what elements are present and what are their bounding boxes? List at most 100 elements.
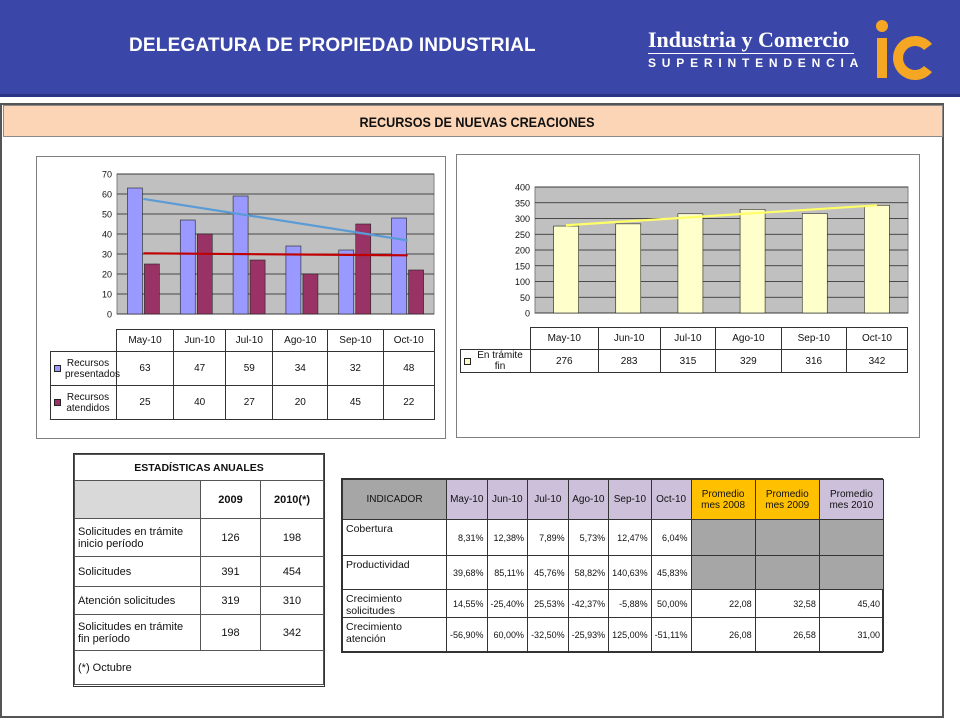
- brand-divider: [648, 53, 854, 54]
- indicator-average-cell: [690, 555, 756, 590]
- brand-subtitle: SUPERINTENDENCIA: [648, 56, 865, 70]
- indicator-column-header: Jun-10: [486, 479, 529, 520]
- bar: [553, 225, 579, 314]
- data-label: 316: [780, 349, 847, 373]
- data-table-corner: [51, 330, 117, 352]
- section-banner: RECURSOS DE NUEVAS CREACIONES: [3, 105, 943, 137]
- indicator-header-label: INDICADOR: [342, 479, 447, 520]
- annual-row-label: Solicitudes en trámite inicio período: [74, 518, 201, 557]
- bar: [739, 209, 766, 314]
- bar: [677, 213, 704, 314]
- x-tick-label: Jul-10: [659, 327, 717, 350]
- bar: [355, 223, 372, 315]
- indicator-average-cell: 31,00: [818, 617, 885, 652]
- data-label: 45: [327, 385, 384, 420]
- indicator-column-header: Sep-10: [608, 479, 652, 520]
- annual-cell: 391: [200, 556, 261, 587]
- indicator-column-header: Promedio mes 2008: [690, 479, 756, 520]
- annual-stats-title: ESTADÍSTICAS ANUALES: [74, 454, 324, 481]
- indicator-cell: -25,40%: [486, 589, 529, 618]
- indicator-average-cell: [754, 555, 820, 590]
- x-tick-label: Ago-10: [715, 327, 782, 350]
- annual-cell: 342: [260, 614, 324, 651]
- data-label: 27: [225, 385, 274, 420]
- annual-row-label: Atención solicitudes: [74, 586, 201, 615]
- trendline: [143, 197, 408, 242]
- sic-logo-icon: [876, 20, 932, 81]
- y-tick-label: 350: [515, 198, 530, 208]
- annual-row-label: Solicitudes: [74, 556, 201, 587]
- x-tick-label: Jul-10: [225, 329, 274, 352]
- data-label: 283: [597, 349, 661, 373]
- y-tick-label: 250: [515, 230, 530, 240]
- indicator-cell: 5,73%: [567, 519, 610, 556]
- indicator-cell: 14,55%: [446, 589, 488, 618]
- annual-cell: 198: [260, 518, 324, 557]
- data-label: 329: [715, 349, 782, 373]
- table-row: Cobertura 8,31% 12,38% 7,89% 5,73% 12,47% 6,04…: [342, 519, 885, 556]
- y-tick-label: 100: [515, 277, 530, 287]
- data-label: 47: [172, 351, 227, 386]
- indicator-column-header: Promedio mes 2010: [818, 479, 885, 520]
- y-tick-label: 400: [515, 183, 530, 193]
- bar: [196, 233, 213, 315]
- chart-tramite-panel: 0 50 100 150 200 250 300 350 400 May-10 Jun-10 Jul…: [456, 154, 920, 438]
- indicator-cell: 39,68%: [446, 555, 488, 590]
- indicator-row-label: Cobertura: [342, 519, 447, 556]
- legend-entry: En trámite fin: [460, 349, 531, 373]
- bar: [408, 269, 424, 315]
- indicator-row-label: Productividad: [342, 555, 447, 590]
- indicator-row-label: Crecimiento solicitudes: [342, 589, 447, 618]
- annual-cell: 310: [260, 586, 324, 615]
- x-tick-label: Jun-10: [172, 329, 227, 352]
- indicator-cell: -56,90%: [446, 617, 488, 652]
- indicator-cell: 8,31%: [446, 519, 488, 556]
- indicator-column-header: May-10: [446, 479, 488, 520]
- y-tick-label: 10: [102, 290, 112, 300]
- indicator-cell: 7,89%: [527, 519, 569, 556]
- data-label: 315: [659, 349, 717, 373]
- bar: [302, 273, 319, 315]
- annual-footnote: (*) Octubre: [74, 650, 324, 685]
- trendline: [566, 204, 877, 227]
- indicator-cell: -32,50%: [527, 617, 569, 652]
- bar: [801, 213, 828, 314]
- trendline: [143, 252, 408, 257]
- legend-swatch: [54, 399, 61, 406]
- table-row: En trámite fin 276 283 315 329 316 342: [460, 349, 909, 373]
- x-tick-label: May-10: [116, 329, 174, 352]
- y-tick-label: 20: [102, 270, 112, 280]
- chart-tramite: 0 50 100 150 200 250 300 350 400: [515, 183, 909, 319]
- indicator-cell: 58,82%: [567, 555, 610, 590]
- y-tick-label: 70: [102, 170, 112, 180]
- indicator-cell: 45,76%: [527, 555, 569, 590]
- data-label: 63: [116, 351, 174, 386]
- indicator-cell: -25,93%: [567, 617, 610, 652]
- indicator-cell: 6,04%: [650, 519, 692, 556]
- indicator-cell: 125,00%: [608, 617, 652, 652]
- brand-name: Industria y Comercio: [648, 27, 850, 52]
- section-title: RECURSOS DE NUEVAS CREACIONES: [359, 114, 595, 130]
- bar: [144, 263, 160, 315]
- table-row: Crecimiento atención -56,90% 60,00% -32,50%…: [342, 617, 885, 652]
- indicator-average-cell: [690, 519, 756, 556]
- indicator-column-header: Ago-10: [567, 479, 610, 520]
- indicator-average-cell: 26,58: [754, 617, 820, 652]
- x-tick-label: Jun-10: [597, 327, 661, 350]
- table-row: Recursos presentados 63 47 59 34 32 48: [50, 351, 435, 386]
- data-table-corner: [461, 328, 531, 350]
- y-tick-label: 40: [102, 230, 112, 240]
- data-label: 20: [272, 385, 329, 420]
- indicator-column-header: Jul-10: [527, 479, 569, 520]
- legend-swatch: [464, 357, 471, 365]
- header-bar: DELEGATURA DE PROPIEDAD INDUSTRIAL Indus…: [0, 0, 960, 97]
- indicator-row-label: Crecimiento atención: [342, 617, 447, 652]
- table-row: Atención solicitudes 319 310: [74, 586, 324, 615]
- indicator-cell: 140,63%: [608, 555, 652, 590]
- indicator-average-cell: 45,40: [818, 589, 885, 618]
- y-tick-label: 50: [102, 210, 112, 220]
- bar: [864, 204, 890, 314]
- y-tick-label: 0: [525, 309, 530, 319]
- indicator-cell: 85,11%: [486, 555, 529, 590]
- chart-recursos: 0 10 20 30 40 50 60 70: [102, 170, 435, 320]
